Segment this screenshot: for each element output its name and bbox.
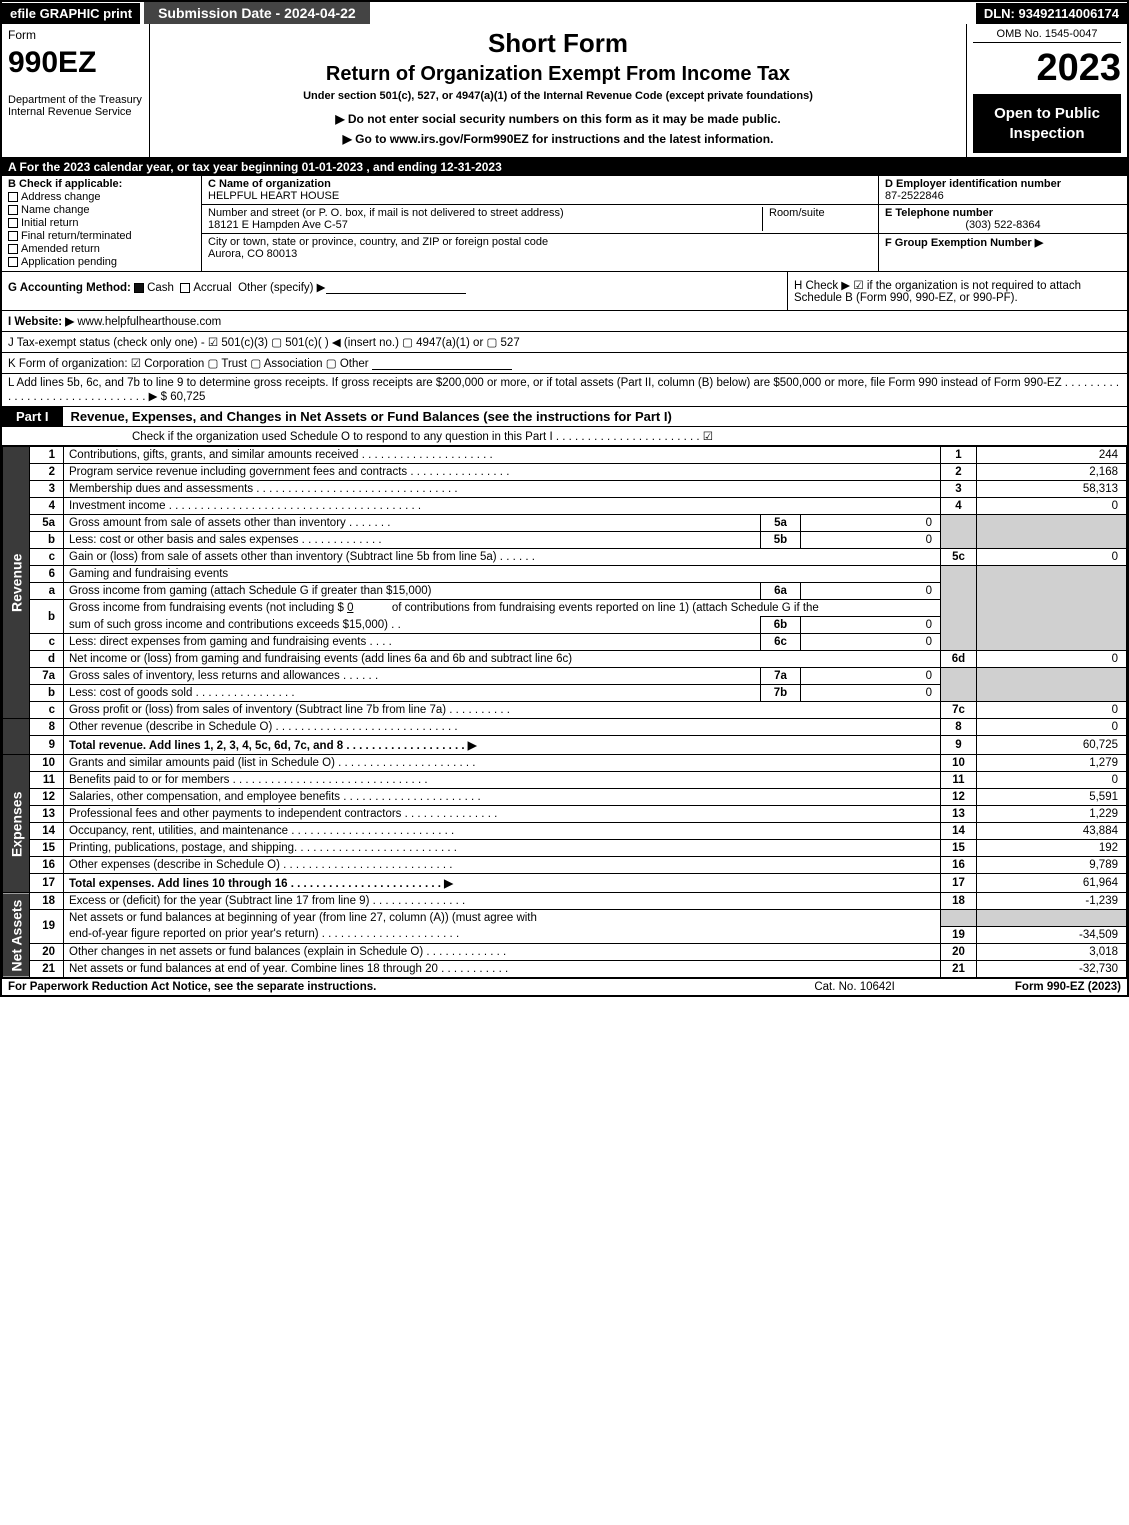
under-section: Under section 501(c), 527, or 4947(a)(1)…	[160, 90, 956, 102]
section-def: D Employer identification number 87-2522…	[879, 176, 1127, 271]
line13-amount: 1,229	[977, 806, 1127, 823]
line9-amount: 60,725	[977, 736, 1127, 755]
org-name: HELPFUL HEART HOUSE	[208, 190, 872, 202]
line6d-amount: 0	[977, 651, 1127, 668]
section-c: C Name of organization HELPFUL HEART HOU…	[202, 176, 879, 271]
part1-check-schedule-o: Check if the organization used Schedule …	[2, 427, 1127, 446]
line15-amount: 192	[977, 840, 1127, 857]
submission-date: Submission Date - 2024-04-22	[144, 2, 370, 24]
omb-number: OMB No. 1545-0047	[973, 28, 1121, 43]
return-title: Return of Organization Exempt From Incom…	[160, 63, 956, 86]
section-l: L Add lines 5b, 6c, and 7b to line 9 to …	[2, 374, 1127, 407]
city-label: City or town, state or province, country…	[208, 236, 872, 248]
efile-print-button[interactable]: efile GRAPHIC print	[2, 3, 140, 24]
line3-amount: 58,313	[977, 481, 1127, 498]
line6a-value: 0	[801, 583, 941, 600]
part1-header: Part I Revenue, Expenses, and Changes in…	[2, 407, 1127, 427]
form-number: 990EZ	[8, 46, 143, 80]
header-right: OMB No. 1545-0047 2023 Open to Public In…	[967, 24, 1127, 157]
line18-amount: -1,239	[977, 893, 1127, 910]
line17-amount: 61,964	[977, 874, 1127, 893]
section-j: J Tax-exempt status (check only one) - ☑…	[2, 332, 1127, 353]
line6b-value: 0	[801, 617, 941, 634]
line4-amount: 0	[977, 498, 1127, 515]
open-to-public: Open to Public Inspection	[973, 94, 1121, 153]
line20-amount: 3,018	[977, 943, 1127, 960]
website-link[interactable]: www.helpfulhearthouse.com	[77, 316, 221, 328]
org-name-label: C Name of organization	[208, 178, 872, 190]
line11-amount: 0	[977, 772, 1127, 789]
line16-amount: 9,789	[977, 857, 1127, 874]
other-org-input[interactable]	[372, 358, 512, 370]
top-bar: efile GRAPHIC print Submission Date - 20…	[2, 2, 1127, 24]
line21-amount: -32,730	[977, 960, 1127, 977]
dln: DLN: 93492114006174	[976, 3, 1127, 24]
street-address: 18121 E Hampden Ave C-57	[208, 219, 762, 231]
other-specify-input[interactable]	[326, 282, 466, 294]
block-bcd: B Check if applicable: Address change Na…	[2, 176, 1127, 272]
line7a-value: 0	[801, 668, 941, 685]
line8-amount: 0	[977, 719, 1127, 736]
group-exemption-label: F Group Exemption Number ▶	[885, 237, 1043, 249]
part1-title: Revenue, Expenses, and Changes in Net As…	[63, 407, 1127, 426]
line5c-amount: 0	[977, 549, 1127, 566]
section-i: I Website: ▶ www.helpfulhearthouse.com	[2, 311, 1127, 332]
city-state-zip: Aurora, CO 80013	[208, 248, 872, 260]
chk-name-change[interactable]: Name change	[8, 204, 195, 216]
chk-address-change[interactable]: Address change	[8, 191, 195, 203]
header-center: Short Form Return of Organization Exempt…	[150, 24, 967, 157]
chk-final-return[interactable]: Final return/terminated	[8, 230, 195, 242]
part1-table: Revenue 1Contributions, gifts, grants, a…	[2, 446, 1127, 978]
section-b-label: B Check if applicable:	[8, 178, 195, 190]
line12-amount: 5,591	[977, 789, 1127, 806]
line5a-value: 0	[801, 515, 941, 532]
block-gh: G Accounting Method: Cash Accrual Other …	[2, 272, 1127, 311]
gross-receipts-amount: 60,725	[170, 391, 205, 403]
footer-form-id: Form 990-EZ (2023)	[1015, 981, 1121, 993]
line19-amount: -34,509	[977, 926, 1127, 943]
line10-amount: 1,279	[977, 755, 1127, 772]
header-left: Form 990EZ Department of the Treasury In…	[2, 24, 150, 157]
telephone-value: (303) 522-8364	[885, 219, 1121, 231]
dept: Department of the Treasury Internal Reve…	[8, 94, 143, 118]
section-h: H Check ▶ ☑ if the organization is not r…	[787, 272, 1127, 310]
line5b-value: 0	[801, 532, 941, 549]
part1-label: Part I	[2, 407, 63, 426]
footer: For Paperwork Reduction Act Notice, see …	[2, 978, 1127, 995]
section-b: B Check if applicable: Address change Na…	[2, 176, 202, 271]
chk-cash[interactable]	[134, 283, 144, 293]
form-990ez-page: efile GRAPHIC print Submission Date - 20…	[0, 0, 1129, 997]
line6b-contrib-input[interactable]: 0	[347, 602, 353, 614]
section-k: K Form of organization: ☑ Corporation ▢ …	[2, 353, 1127, 374]
chk-accrual[interactable]	[180, 283, 190, 293]
line6c-value: 0	[801, 634, 941, 651]
go-to-link[interactable]: ▶ Go to www.irs.gov/Form990EZ for instru…	[160, 132, 956, 146]
tax-year: 2023	[973, 47, 1121, 90]
section-g: G Accounting Method: Cash Accrual Other …	[2, 272, 787, 310]
side-expenses: Expenses	[3, 755, 30, 893]
chk-amended-return[interactable]: Amended return	[8, 243, 195, 255]
line2-amount: 2,168	[977, 464, 1127, 481]
chk-application-pending[interactable]: Application pending	[8, 256, 195, 268]
short-form-title: Short Form	[160, 28, 956, 59]
telephone-label: E Telephone number	[885, 207, 1121, 219]
footer-cat-no: Cat. No. 10642I	[814, 981, 895, 993]
line1-amount: 244	[977, 447, 1127, 464]
ein-value: 87-2522846	[885, 190, 1121, 202]
footer-paperwork: For Paperwork Reduction Act Notice, see …	[8, 981, 814, 993]
header: Form 990EZ Department of the Treasury In…	[2, 24, 1127, 158]
side-netassets: Net Assets	[3, 893, 30, 978]
line7c-amount: 0	[977, 702, 1127, 719]
room-suite-label: Room/suite	[762, 207, 872, 231]
side-revenue: Revenue	[3, 447, 30, 719]
chk-initial-return[interactable]: Initial return	[8, 217, 195, 229]
line-a-tax-year: A For the 2023 calendar year, or tax yea…	[2, 158, 1127, 176]
line14-amount: 43,884	[977, 823, 1127, 840]
do-not-enter-ssn: ▶ Do not enter social security numbers o…	[160, 112, 956, 126]
street-label: Number and street (or P. O. box, if mail…	[208, 207, 762, 219]
ein-label: D Employer identification number	[885, 178, 1121, 190]
line7b-value: 0	[801, 685, 941, 702]
form-label: Form	[8, 28, 143, 42]
